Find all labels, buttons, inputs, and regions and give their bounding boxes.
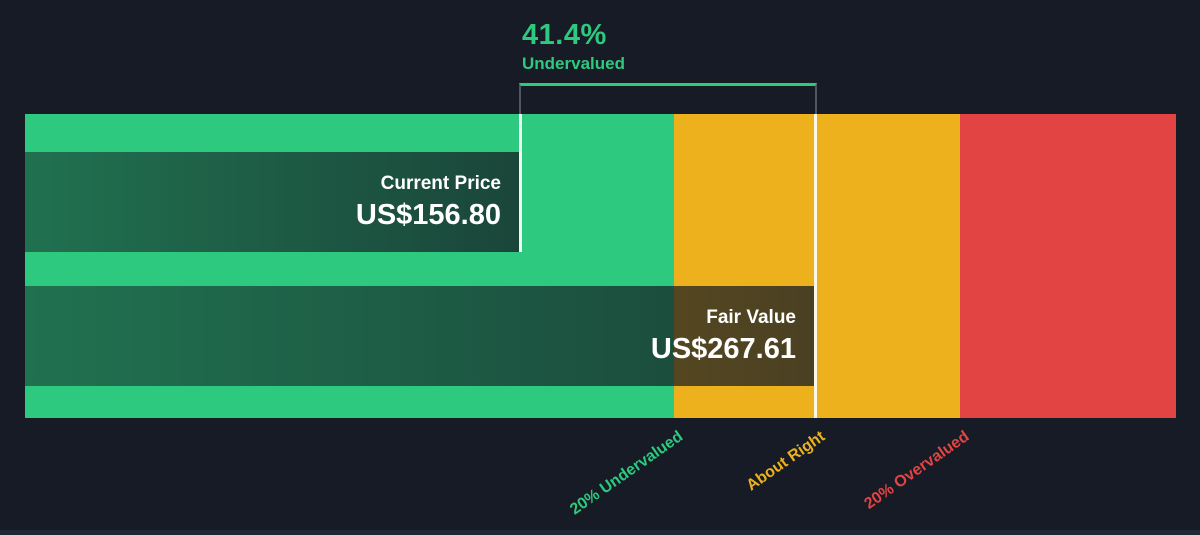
fair-value-bar: Fair Value US$267.61: [25, 286, 814, 386]
fair-value-marker-line: [814, 114, 817, 418]
discount-bracket: [519, 83, 817, 114]
fair-value-label: Fair Value: [706, 307, 796, 328]
zone-overvalued-band: [960, 114, 1176, 418]
discount-headline: 41.4% Undervalued: [522, 18, 625, 76]
current-price-label: Current Price: [380, 173, 501, 194]
axis-label-about-right: About Right: [744, 428, 829, 495]
current-price-value: US$156.80: [355, 199, 501, 231]
discount-label: Undervalued: [522, 54, 625, 73]
valuation-gauge: Current Price US$156.80 Fair Value US$26…: [25, 114, 1176, 418]
axis-label-20-undervalued: 20% Undervalued: [566, 428, 686, 519]
fair-value-value: US$267.61: [650, 333, 796, 365]
axis-label-20-overvalued: 20% Overvalued: [861, 428, 973, 513]
current-price-bar: Current Price US$156.80: [25, 152, 519, 252]
current-price-marker-line: [519, 114, 522, 252]
discount-percent: 41.4%: [522, 19, 607, 51]
bottom-edge-strip: [0, 530, 1200, 535]
